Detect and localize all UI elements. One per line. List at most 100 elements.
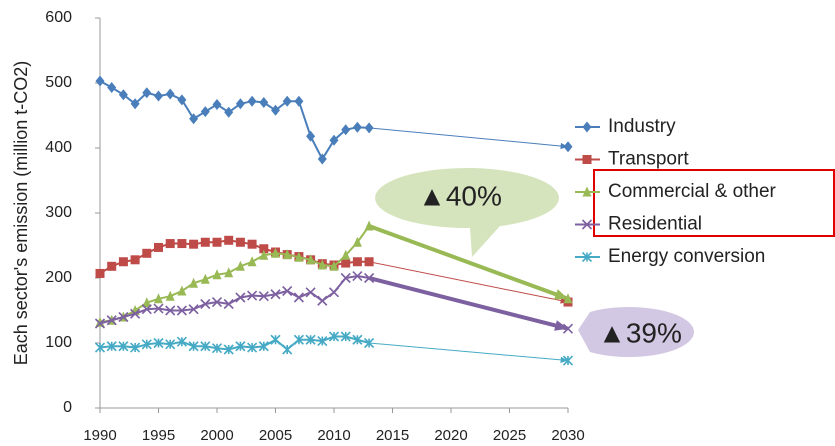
marker <box>212 237 222 247</box>
marker <box>211 343 223 354</box>
marker <box>130 98 140 110</box>
marker <box>142 248 152 258</box>
marker <box>223 344 234 355</box>
marker <box>212 269 222 280</box>
marker <box>165 290 175 301</box>
marker <box>235 237 245 247</box>
x-tick-label: 1995 <box>142 427 175 444</box>
marker <box>235 341 246 352</box>
marker <box>130 342 141 353</box>
y-tick-label: 600 <box>45 9 72 26</box>
marker <box>130 308 141 319</box>
marker <box>200 237 210 247</box>
marker <box>282 95 292 107</box>
marker <box>189 113 199 125</box>
marker <box>154 242 163 252</box>
marker <box>352 270 363 282</box>
marker <box>352 257 362 267</box>
y-tick-label: 200 <box>45 269 72 286</box>
marker <box>200 298 211 310</box>
projection-line <box>369 261 569 303</box>
marker <box>317 335 328 347</box>
marker <box>294 251 304 262</box>
marker <box>562 323 574 334</box>
marker <box>340 331 351 342</box>
marker <box>212 98 222 110</box>
callout-bubble <box>578 306 694 357</box>
marker <box>293 292 304 303</box>
marker <box>176 336 187 347</box>
x-tick-label: 2010 <box>317 427 350 444</box>
marker <box>341 124 351 136</box>
marker <box>177 239 187 249</box>
marker <box>582 186 592 197</box>
y-tick-label: 500 <box>45 74 72 91</box>
marker <box>177 94 187 106</box>
annotation: ▲39% <box>598 317 682 348</box>
x-tick-label: 2015 <box>376 427 409 444</box>
x-tick-label: 2020 <box>434 427 467 444</box>
arrow-head <box>554 320 568 331</box>
marker <box>259 97 269 108</box>
marker <box>200 106 210 118</box>
x-tick-label: 2000 <box>200 427 233 444</box>
marker <box>224 267 234 278</box>
marker <box>118 89 128 101</box>
marker <box>352 334 363 345</box>
legend-label: Transport <box>608 149 689 170</box>
marker <box>259 249 269 260</box>
marker <box>294 95 304 107</box>
marker <box>153 337 164 349</box>
x-tick-label: 2030 <box>551 427 584 444</box>
marker <box>95 268 105 278</box>
y-tick-label: 400 <box>45 139 72 156</box>
x-tick-label: 2005 <box>259 427 292 444</box>
annotation: ▲40% <box>418 180 502 211</box>
legend-label: Residential <box>608 214 702 235</box>
marker <box>293 334 304 345</box>
marker <box>247 95 257 107</box>
marker <box>235 98 245 110</box>
marker <box>154 90 163 102</box>
y-tick-label: 100 <box>45 334 72 351</box>
marker <box>118 341 129 352</box>
marker <box>258 291 269 302</box>
marker <box>200 341 211 352</box>
marker <box>305 287 316 298</box>
marker <box>581 219 593 230</box>
marker <box>235 260 245 271</box>
marker <box>282 344 293 355</box>
marker <box>562 355 574 366</box>
marker <box>247 342 258 353</box>
marker <box>271 104 280 116</box>
marker <box>165 305 176 316</box>
projection-line <box>368 276 569 331</box>
marker <box>141 339 152 350</box>
legend-label: Industry <box>608 116 676 137</box>
marker <box>582 121 592 133</box>
marker <box>165 239 175 249</box>
y-tick-label: 0 <box>63 399 72 416</box>
marker <box>306 254 316 265</box>
marker <box>141 304 152 315</box>
marker <box>118 311 129 323</box>
marker <box>259 244 269 254</box>
marker <box>364 122 374 134</box>
arrow-head <box>560 356 568 364</box>
marker <box>340 272 351 284</box>
marker <box>107 82 117 94</box>
callout-bubble <box>375 167 559 257</box>
marker <box>224 235 234 245</box>
marker <box>305 334 316 345</box>
projection-line <box>369 342 569 362</box>
marker <box>352 236 362 247</box>
marker <box>317 295 328 306</box>
marker <box>258 341 269 352</box>
marker <box>107 261 117 271</box>
marker <box>329 134 339 146</box>
marker <box>270 289 281 300</box>
marker <box>189 239 199 249</box>
legend-label: Energy conversion <box>608 246 765 267</box>
x-tick-label: 2025 <box>493 427 526 444</box>
